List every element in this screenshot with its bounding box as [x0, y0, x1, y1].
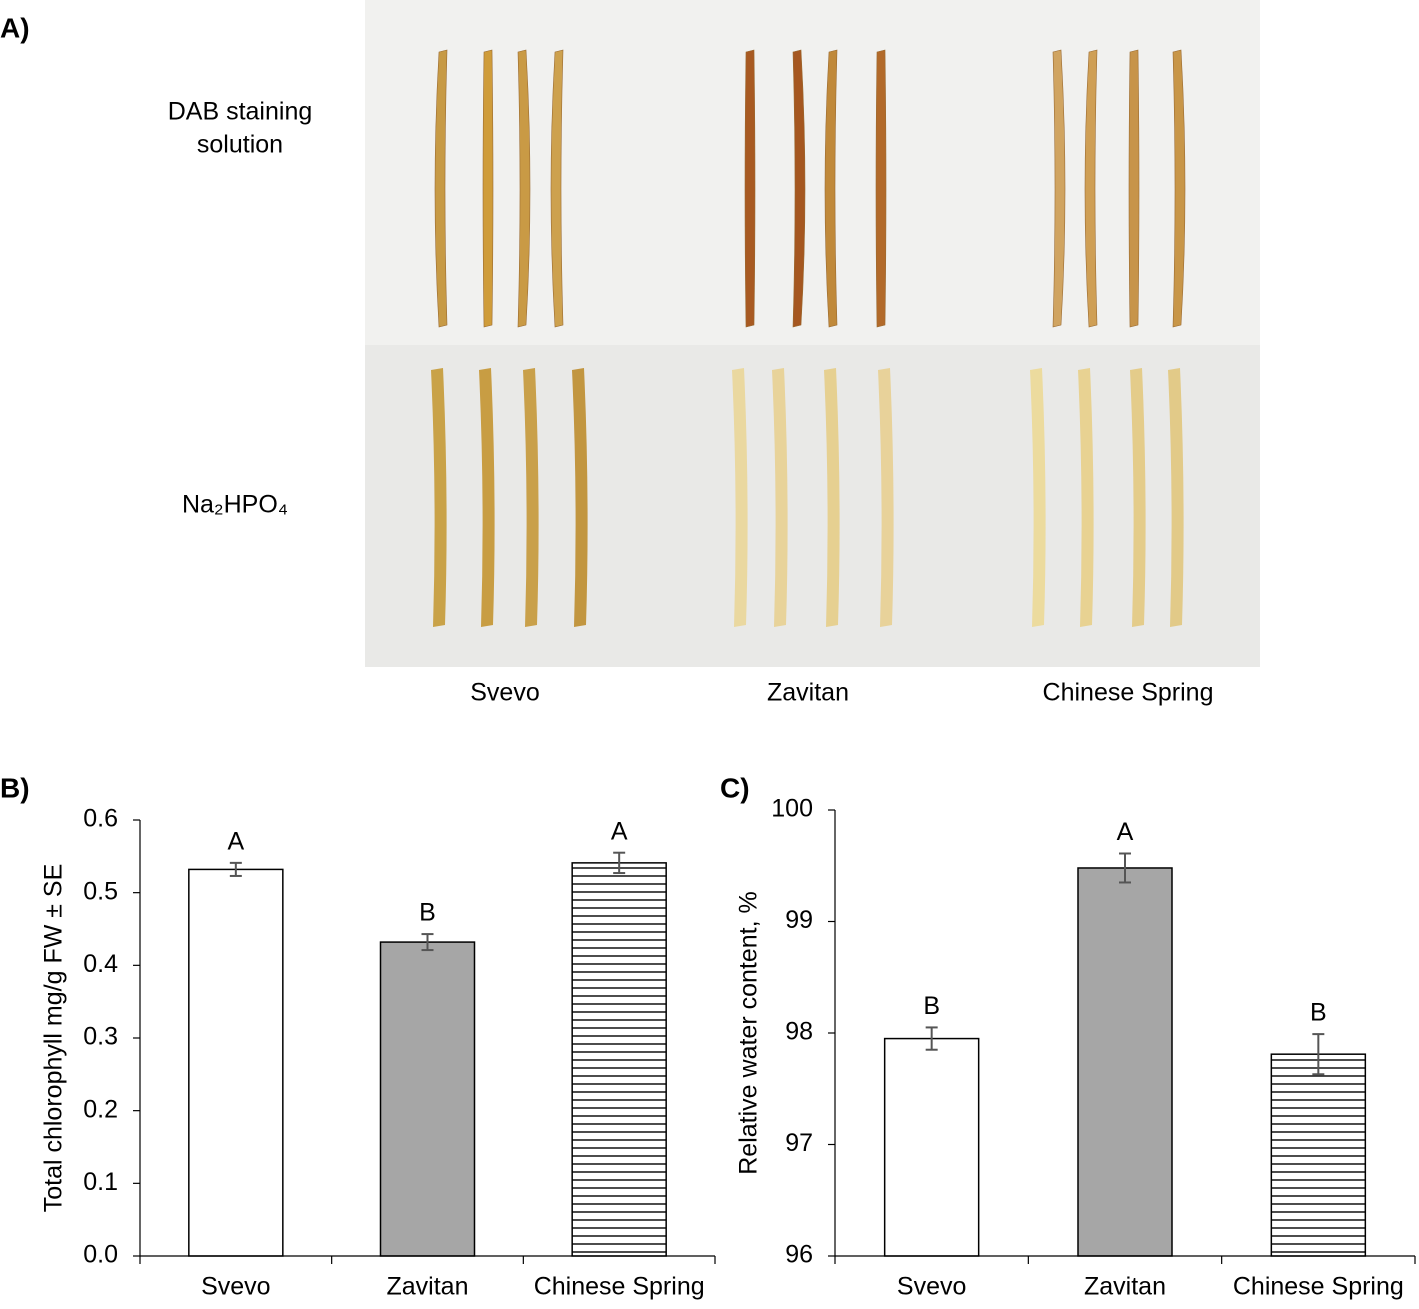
x-tick-label: Chinese Spring [1233, 1273, 1404, 1301]
bar [883, 1037, 980, 1257]
y-axis-title: Total chlorophyll mg/g FW ± SE [40, 864, 68, 1213]
error-bar [1119, 852, 1131, 884]
leaf [479, 368, 495, 627]
y-tick-label: 0.3 [83, 1023, 118, 1051]
y-tick-label: 0.5 [83, 877, 118, 905]
leaf [517, 49, 531, 328]
x-tick-label: Zavitan [387, 1273, 469, 1301]
bar [571, 862, 667, 1257]
leaves [431, 49, 1186, 627]
leaf [1128, 49, 1140, 328]
panel-label: C) [720, 772, 750, 803]
leaf [772, 368, 788, 627]
leaf [824, 49, 838, 328]
bar [1077, 867, 1173, 1257]
error-bar [925, 1026, 938, 1051]
row-label: Na₂HPO₄ [182, 491, 288, 519]
y-tick-label: 0.0 [83, 1241, 118, 1269]
y-tick-label: 0.2 [83, 1095, 118, 1123]
y-tick-label: 98 [785, 1018, 813, 1046]
error-bar [1312, 1033, 1325, 1076]
significance-label: B [923, 992, 940, 1020]
y-tick-label: 96 [785, 1241, 813, 1269]
significance-label: A [227, 827, 244, 855]
leaf [1130, 368, 1146, 627]
error-bar [421, 933, 434, 952]
leaf [878, 368, 894, 627]
photo-bottom [365, 345, 1260, 667]
leaf [550, 49, 564, 328]
y-tick-label: 99 [785, 906, 813, 934]
leaf [1030, 368, 1046, 627]
leaf [431, 368, 447, 627]
leaf [792, 49, 806, 328]
leaf [523, 368, 539, 627]
significance-label: B [1310, 999, 1327, 1027]
leaf [434, 49, 448, 328]
bar [188, 868, 284, 1257]
y-tick-label: 0.6 [83, 805, 118, 833]
leaf [1172, 49, 1186, 328]
significance-label: B [419, 899, 436, 927]
panel-label: A) [0, 12, 30, 43]
significance-label: A [611, 817, 628, 845]
panel-label: B) [0, 772, 30, 803]
leaf [744, 49, 756, 328]
x-tick-label: Svevo [201, 1273, 270, 1301]
leaf [572, 368, 588, 627]
row-label: DAB staining [168, 98, 313, 126]
column-label: Chinese Spring [1043, 679, 1214, 707]
leaf [1052, 49, 1066, 328]
x-tick-label: Chinese Spring [534, 1273, 705, 1301]
x-tick-label: Svevo [897, 1273, 966, 1301]
leaf [875, 49, 887, 328]
bar [379, 941, 476, 1257]
leaf [482, 49, 494, 328]
y-tick-label: 0.4 [83, 950, 118, 978]
x-tick-label: Zavitan [1084, 1273, 1166, 1301]
leaf [824, 368, 840, 627]
y-tick-label: 100 [771, 795, 813, 823]
leaf [1084, 49, 1098, 328]
error-bar [229, 861, 242, 877]
leaf [1168, 368, 1184, 627]
leaf [732, 368, 748, 627]
row-label: solution [197, 131, 283, 159]
y-tick-label: 0.1 [83, 1168, 118, 1196]
significance-label: A [1117, 818, 1134, 846]
y-tick-label: 97 [785, 1129, 813, 1157]
error-bar [613, 851, 626, 875]
column-label: Zavitan [767, 679, 849, 707]
column-label: Svevo [470, 679, 539, 707]
y-axis-title: Relative water content, % [735, 891, 763, 1174]
bar [1270, 1053, 1367, 1257]
photo-top [365, 0, 1260, 345]
leaf [1078, 368, 1094, 627]
